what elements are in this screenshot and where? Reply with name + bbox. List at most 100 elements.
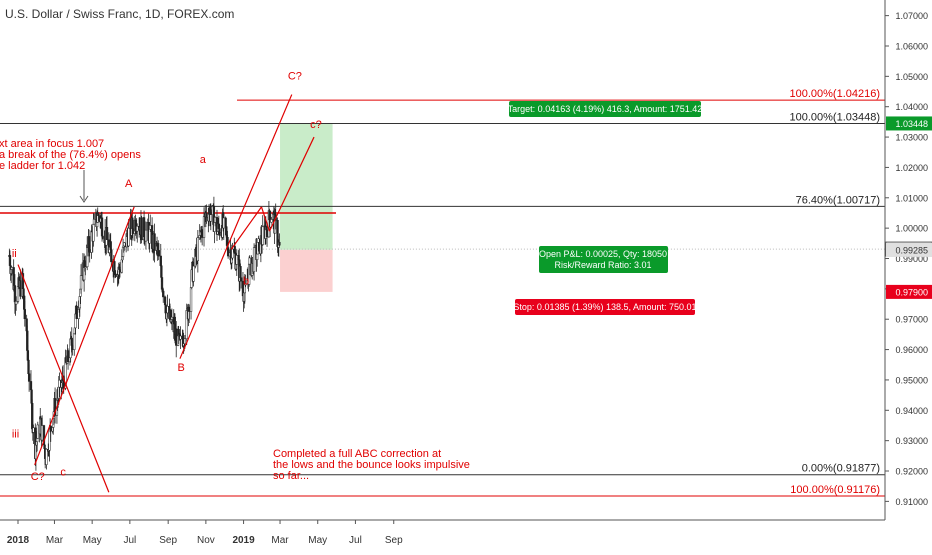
x-tick-label: Sep: [385, 535, 403, 546]
x-tick-label: Nov: [197, 535, 215, 546]
x-tick-label: May: [308, 535, 327, 546]
candle-body: [92, 219, 96, 225]
candle-body: [66, 350, 70, 363]
candle-body: [36, 438, 39, 442]
candle-body: [256, 253, 259, 260]
annotation-text: xt area in focus 1.007: [0, 138, 104, 150]
y-tick-label: 1.05000: [895, 72, 928, 82]
candle-body: [201, 229, 204, 238]
y-tick-label: 0.99000: [895, 254, 928, 264]
price-axis-bg: [885, 0, 932, 550]
candle-body: [101, 235, 104, 239]
candle-body: [84, 266, 87, 269]
candle-body: [10, 267, 13, 270]
candle-body: [153, 233, 156, 251]
candle-body: [218, 228, 221, 236]
candle-body: [123, 242, 126, 247]
candle-body: [209, 214, 212, 222]
x-tick-label: Jul: [349, 535, 362, 546]
candle-body: [95, 222, 99, 228]
wave-label: iii: [12, 429, 19, 441]
y-tick-label: 0.93000: [895, 436, 928, 446]
x-tick-label: 2018: [7, 535, 30, 546]
candle-body: [183, 338, 187, 344]
fib-level-label: 100.00%(1.04216): [789, 88, 880, 100]
wave-label: C?: [31, 471, 45, 483]
y-tick-label: 1.01000: [895, 193, 928, 203]
stop-label-text: Stop: 0.01385 (1.39%) 138.5, Amount: 750…: [513, 302, 696, 312]
candle-body: [270, 219, 273, 223]
candle-body: [196, 237, 199, 262]
x-tick-label: Mar: [271, 535, 289, 546]
candle-body: [224, 217, 227, 228]
target-label-text: Target: 0.04163 (4.19%) 416.3, Amount: 1…: [508, 104, 703, 114]
candle-body: [58, 379, 61, 388]
candle-body: [239, 277, 243, 282]
y-tick-label: 0.96000: [895, 345, 928, 355]
wave-label: A: [125, 178, 133, 190]
candle-body: [222, 217, 225, 229]
candle-body: [175, 328, 178, 346]
y-tick-label: 0.92000: [895, 467, 928, 477]
y-tick-label: 0.91000: [895, 497, 928, 507]
wave-line: [34, 206, 135, 466]
candle-body: [105, 227, 109, 241]
stop-price-badge-text: 0.97900: [895, 287, 928, 297]
candle-body: [166, 306, 169, 314]
y-tick-label: 1.06000: [895, 41, 928, 51]
candle-body: [144, 229, 148, 242]
candle-body: [261, 226, 264, 245]
candle-body: [131, 228, 135, 234]
time-axis-bg: [0, 520, 932, 550]
candle-body: [265, 229, 269, 238]
candle-body: [19, 280, 22, 297]
candle-body: [268, 210, 271, 221]
stop-price-badge-bg: [886, 284, 932, 299]
wave-line: [230, 206, 262, 250]
wave-line: [268, 136, 315, 232]
annotation-arrow-head: [79, 195, 89, 203]
candle-body: [179, 335, 182, 340]
candle-body: [192, 265, 195, 282]
wave-label: a: [200, 154, 207, 166]
stop-zone: [280, 249, 333, 292]
candle-body: [213, 217, 217, 223]
candle-body: [235, 255, 238, 265]
candle-body: [278, 241, 281, 246]
candle-body: [163, 296, 167, 306]
candle-body: [73, 333, 76, 350]
candle-body: [45, 449, 48, 465]
stop-price-badge: 0.97900: [886, 284, 932, 299]
pnl-label-bg: [539, 246, 668, 273]
candle-body: [32, 427, 35, 433]
annotation-text: a break of the (76.4%) opens: [0, 149, 141, 161]
y-tick-label: 1.04000: [895, 102, 928, 112]
wave-label: c: [60, 467, 66, 479]
annotation-text: Completed a full ABC correction at: [273, 448, 441, 460]
x-tick-label: 2019: [232, 535, 255, 546]
x-tick-label: Jul: [123, 535, 136, 546]
chart-title: U.S. Dollar / Swiss Franc, 1D, FOREX.com: [5, 7, 234, 21]
candle-body: [189, 287, 193, 312]
candle-body: [231, 248, 234, 259]
entry-price-badge-text: 0.99285: [895, 245, 928, 255]
candle-body: [188, 306, 191, 312]
candle-body: [136, 226, 139, 232]
wave-line: [260, 206, 271, 232]
candle-body: [252, 247, 256, 272]
wave-label: ii: [12, 248, 17, 260]
target-zone: [280, 123, 333, 250]
annotation-text: e ladder for 1.042: [0, 160, 85, 172]
wave-label: c?: [310, 119, 322, 131]
candle-body: [140, 217, 143, 241]
x-tick-label: Sep: [159, 535, 177, 546]
stop-label-box: Stop: 0.01385 (1.39%) 138.5, Amount: 750…: [513, 299, 697, 315]
annotation-text: the lows and the bounce looks impulsive: [273, 459, 470, 471]
target-label-box: Target: 0.04163 (4.19%) 416.3, Amount: 1…: [508, 101, 703, 117]
candle-body: [170, 316, 174, 320]
candle-body: [88, 249, 91, 253]
candle-body: [205, 212, 208, 218]
candle-body: [14, 301, 18, 305]
